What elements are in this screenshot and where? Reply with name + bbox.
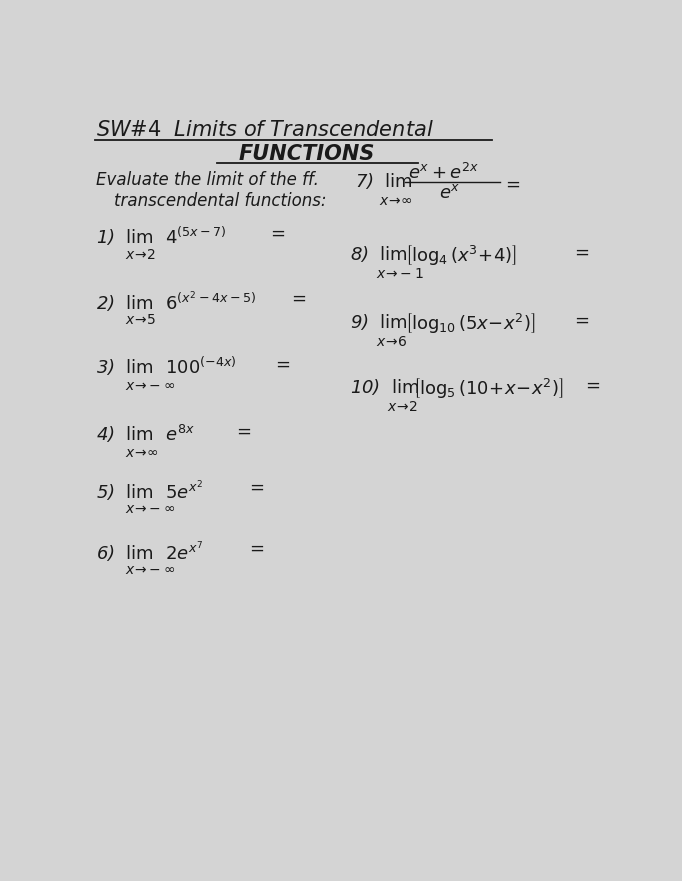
Text: $\left[\log_{10}(5x\!-\!x^2)\right]$: $\left[\log_{10}(5x\!-\!x^2)\right]$ — [405, 312, 536, 336]
Text: =: = — [249, 479, 264, 497]
Text: FUNCTIONS: FUNCTIONS — [239, 144, 375, 165]
Text: $x\!\to\! 6$: $x\!\to\! 6$ — [376, 335, 407, 349]
Text: $x\!\to\!\infty$: $x\!\to\!\infty$ — [125, 447, 158, 461]
Text: $x\!\to\! 5$: $x\!\to\! 5$ — [125, 313, 155, 327]
Text: 10)  $\lim$: 10) $\lim$ — [350, 377, 419, 397]
Text: =: = — [270, 225, 285, 242]
Text: =: = — [505, 176, 520, 194]
Text: $x\!\to\!-\infty$: $x\!\to\!-\infty$ — [125, 502, 175, 516]
Text: 8)  $\lim$: 8) $\lim$ — [350, 244, 407, 263]
Text: $e^x+e^{2x}$: $e^x+e^{2x}$ — [408, 163, 479, 183]
Text: =: = — [276, 355, 291, 374]
Text: 4)  $\lim\ \ e^{8x}$: 4) $\lim\ \ e^{8x}$ — [95, 423, 194, 445]
Text: $x\!\to\!-1$: $x\!\to\!-1$ — [376, 267, 424, 281]
Text: $x\!\to\!-\infty$: $x\!\to\!-\infty$ — [125, 563, 175, 577]
Text: 6)  $\lim\ \ 2e^{x^7}$: 6) $\lim\ \ 2e^{x^7}$ — [95, 539, 203, 565]
Text: transcendental functions:: transcendental functions: — [115, 192, 327, 210]
Text: 7)  $\lim$: 7) $\lim$ — [355, 171, 413, 191]
Text: =: = — [291, 290, 306, 307]
Text: $x\!\to\!\infty$: $x\!\to\!\infty$ — [379, 194, 412, 208]
Text: $\left[\log_4(x^3\!+\!4)\right]$: $\left[\log_4(x^3\!+\!4)\right]$ — [405, 244, 517, 268]
Text: =: = — [249, 539, 264, 558]
Text: $SW\#4$  Limits of Transcendental: $SW\#4$ Limits of Transcendental — [95, 121, 434, 140]
Text: $x\!\to\! 2$: $x\!\to\! 2$ — [125, 248, 155, 262]
Text: $x\!\to\!-\infty$: $x\!\to\!-\infty$ — [125, 379, 175, 393]
Text: 1)  $\lim\ \ 4^{(5x-7)}$: 1) $\lim\ \ 4^{(5x-7)}$ — [95, 225, 226, 248]
Text: 5)  $\lim\ \ 5e^{x^2}$: 5) $\lim\ \ 5e^{x^2}$ — [95, 479, 203, 504]
Text: Evaluate the limit of the ff.: Evaluate the limit of the ff. — [95, 171, 318, 189]
Text: $\left[\log_5(10\!+\!x\!-\!x^2)\right]$: $\left[\log_5(10\!+\!x\!-\!x^2)\right]$ — [413, 377, 563, 401]
Text: 3)  $\lim\ \ 100^{(-4x)}$: 3) $\lim\ \ 100^{(-4x)}$ — [95, 355, 236, 379]
Text: 9)  $\lim$: 9) $\lim$ — [350, 312, 407, 331]
Text: =: = — [574, 244, 589, 262]
Text: =: = — [574, 312, 589, 329]
Text: 2)  $\lim\ \ 6^{(x^2-4x-5)}$: 2) $\lim\ \ 6^{(x^2-4x-5)}$ — [95, 290, 256, 315]
Text: $e^x$: $e^x$ — [439, 184, 461, 203]
Text: =: = — [584, 377, 599, 395]
Text: =: = — [236, 423, 251, 441]
Text: $x\!\to\! 2$: $x\!\to\! 2$ — [387, 400, 417, 414]
